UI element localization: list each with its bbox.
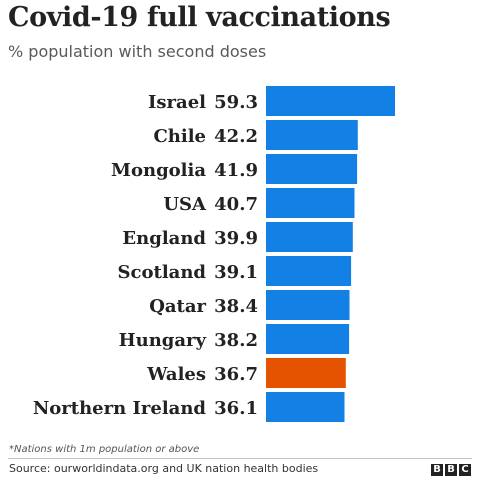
bar-israel <box>266 86 395 116</box>
category-label: England <box>122 228 206 249</box>
bbc-logo: B B C <box>431 464 471 476</box>
value-label: 38.4 <box>214 296 258 317</box>
category-label: Hungary <box>119 330 207 351</box>
value-label: 42.2 <box>214 126 258 147</box>
category-label: Wales <box>146 364 206 385</box>
bar-qatar <box>266 290 350 320</box>
footer-divider <box>8 458 472 459</box>
bar-england <box>266 222 353 252</box>
bar-northern-ireland <box>266 392 345 422</box>
value-label: 39.1 <box>214 262 258 283</box>
logo-letter-2: B <box>445 464 457 476</box>
bar-chile <box>266 120 358 150</box>
bar-hungary <box>266 324 350 354</box>
chart-title: Covid-19 full vaccinations <box>8 2 391 33</box>
value-label: 39.9 <box>214 228 258 249</box>
bar-wales <box>266 358 346 388</box>
value-label: 41.9 <box>214 160 258 181</box>
category-label: Chile <box>153 126 206 147</box>
category-label: Israel <box>148 92 206 113</box>
value-label: 36.7 <box>214 364 258 385</box>
category-label: Qatar <box>149 296 206 317</box>
bar-scotland <box>266 256 352 286</box>
logo-letter-1: B <box>431 464 443 476</box>
value-label: 36.1 <box>214 398 258 419</box>
logo-letter-3: C <box>459 464 471 476</box>
source-text: Source: ourworldindata.org and UK nation… <box>9 462 319 475</box>
footnote: *Nations with 1m population or above <box>9 444 200 455</box>
bar-mongolia <box>266 154 358 184</box>
bar-usa <box>266 188 355 218</box>
chart-subtitle: % population with second doses <box>8 42 267 61</box>
value-label: 38.2 <box>214 330 258 351</box>
category-label: USA <box>163 194 207 215</box>
value-label: 59.3 <box>214 92 258 113</box>
category-label: Scotland <box>118 262 207 283</box>
value-label: 40.7 <box>214 194 258 215</box>
bar-chart: Israel 59.3 Chile 42.2 Mongolia 41.9 USA 40.7 En… <box>33 86 395 422</box>
category-label: Mongolia <box>111 160 206 181</box>
category-label: Northern Ireland <box>33 398 207 419</box>
